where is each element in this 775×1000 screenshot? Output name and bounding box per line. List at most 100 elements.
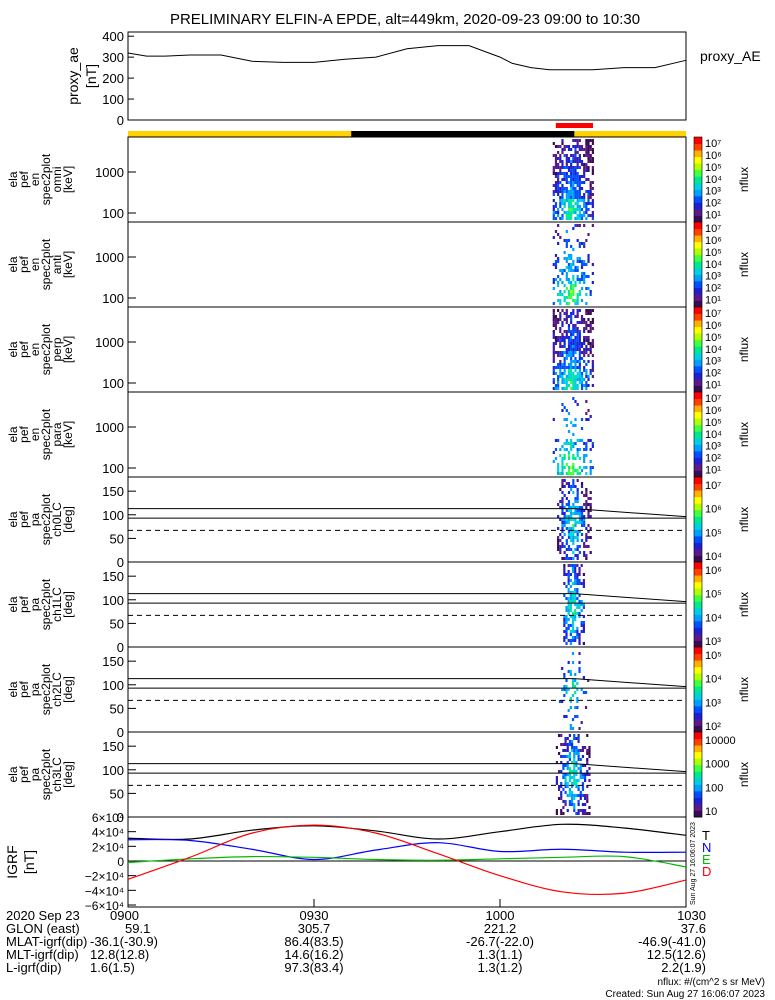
pa-panel-3-pixel	[557, 785, 561, 788]
energy-panel-1-pixel	[557, 281, 560, 284]
energy-panel-0-pixel	[576, 157, 579, 160]
pa-panel-1-pixel	[582, 585, 585, 588]
igrf-ytick-label: 0	[117, 855, 124, 869]
energy-panel-2-pixel	[580, 342, 584, 345]
pa-panel-0-pixel	[561, 485, 564, 488]
energy-cbar-label: nflux	[737, 337, 751, 362]
energy-panel-2-pixel	[552, 369, 555, 372]
pa-panel-0-pixel	[578, 512, 581, 515]
pa-cbar-tick: 1000	[705, 759, 729, 771]
pa-panel-0-pixel	[570, 536, 573, 539]
energy-panel-0-pixel	[567, 202, 571, 205]
pa-panel-0-pixel	[561, 545, 564, 548]
energy-panel-2-pixel	[585, 372, 588, 375]
energy-panel-0-pixel	[570, 196, 573, 199]
energy-panel-2-pixel	[552, 351, 555, 354]
pa-panel-3-pixel	[584, 776, 587, 779]
energy-panel-0-pixel	[567, 193, 571, 196]
energy-panel-0-pixel	[583, 196, 586, 199]
energy-panel-0-pixel	[554, 202, 558, 205]
energy-panel-1-pixel	[554, 260, 558, 263]
energy-panel-0-pixel	[565, 196, 568, 199]
energy-panel-0-pixel	[572, 145, 575, 148]
energy-panel-2-pixel	[552, 345, 555, 348]
energy-panel-2-pixel	[572, 348, 575, 351]
energy-panel-0-ylabel-line: [keV]	[61, 166, 75, 193]
energy-panel-0-pixel	[552, 172, 555, 175]
energy-panel-2-pixel	[589, 345, 592, 348]
pa-panel-1-pixel	[582, 642, 585, 645]
energy-panel-3-pixel	[572, 397, 575, 400]
pa-panel-0-pixel	[572, 482, 575, 485]
pa-panel-0-pixel	[583, 554, 586, 557]
pa-colorbar-2-swatch	[694, 673, 702, 681]
energy-panel-2-pixel	[583, 339, 586, 342]
pa-colorbar-1-swatch	[694, 588, 702, 596]
pa-panel-1-pixel	[580, 624, 583, 627]
pa-panel-1-pixel	[576, 612, 579, 615]
pa-cbar-tick: 10²	[705, 721, 721, 733]
pa-panel-0-pixel	[589, 551, 592, 554]
energy-panel-2-pixel	[552, 321, 555, 324]
energy-panel-0-pixel	[589, 196, 592, 199]
energy-panel-0-pixel	[557, 214, 560, 217]
energy-panel-1-pixel	[567, 281, 571, 284]
energy-panel-3-pixel	[561, 469, 564, 472]
pa-panel-2-pixel	[563, 715, 566, 718]
igrf-ylabel-2: [nT]	[21, 850, 37, 874]
energy-panel-2-pixel	[561, 363, 564, 366]
pa-panel-1-pixel	[569, 624, 572, 627]
energy-panel-2-pixel	[567, 327, 571, 330]
energy-cbar-tick: 10⁴	[705, 429, 722, 441]
energy-panel-frame	[127, 221, 687, 308]
pa-panel-0-pixel	[570, 548, 573, 551]
pa-colorbar-0-swatch	[694, 548, 702, 556]
igrf-line-E	[127, 855, 687, 868]
energy-panel-0-pixel	[554, 160, 558, 163]
energy-panel-2-pixel	[585, 309, 588, 312]
pa-panel-3-pixel	[564, 779, 567, 782]
energy-colorbar-3-swatch	[694, 431, 702, 439]
energy-panel-0-pixel	[591, 157, 594, 160]
pa-reference-line	[574, 593, 687, 603]
pa-panel-1-pixel	[565, 627, 568, 630]
pa-panel-1-pixel	[582, 627, 585, 630]
energy-ytick-label: 100	[102, 291, 124, 306]
energy-panel-0-pixel	[591, 202, 594, 205]
pa-panel-0-pixel	[565, 503, 568, 506]
energy-colorbar-0-swatch	[694, 156, 702, 164]
energy-panel-0-pixel	[576, 139, 579, 142]
pa-panel-3-pixel	[577, 734, 580, 737]
energy-panel-1-pixel	[570, 290, 573, 293]
energy-panel-1-pixel	[572, 278, 575, 281]
energy-panel-2-pixel	[561, 345, 564, 348]
energy-panel-1-pixel	[585, 275, 588, 278]
energy-panel-3-pixel	[576, 451, 579, 454]
pa-panel-1-pixel	[574, 573, 577, 576]
pa-panel-1-pixel	[565, 615, 568, 618]
pa-panel-0-pixel	[561, 524, 564, 527]
energy-panel-2-pixel	[565, 387, 568, 390]
energy-panel-2-pixel	[578, 366, 581, 369]
energy-panel-0-pixel	[565, 187, 568, 190]
energy-panel-2-pixel	[554, 384, 558, 387]
pa-panel-3-pixel	[577, 737, 580, 740]
energy-panel-2-pixel	[561, 351, 564, 354]
energy-colorbar-1-swatch	[694, 241, 702, 249]
igrf-legend-E: E	[702, 852, 711, 867]
pa-panel-0-pixel	[576, 521, 579, 524]
energy-panel-3-pixel	[583, 454, 586, 457]
pa-colorbar-1-swatch	[694, 607, 702, 615]
pa-panel-3-pixel	[577, 767, 580, 770]
energy-panel-0-pixel	[587, 202, 590, 205]
pa-panel-0-pixel	[574, 509, 577, 512]
energy-panel-1-pixel	[567, 293, 571, 296]
energy-panel-1-pixel	[585, 239, 588, 242]
pa-colorbar-3-swatch	[694, 777, 702, 785]
energy-ytick-label: 100	[102, 461, 124, 476]
pa-panel-3-pixel	[570, 761, 574, 764]
pa-panel-2-pixel	[578, 727, 581, 730]
pa-panel-1-pixel	[565, 609, 568, 612]
energy-panel-1-pixel	[563, 257, 566, 260]
pa-panel-0-pixel	[576, 491, 579, 494]
